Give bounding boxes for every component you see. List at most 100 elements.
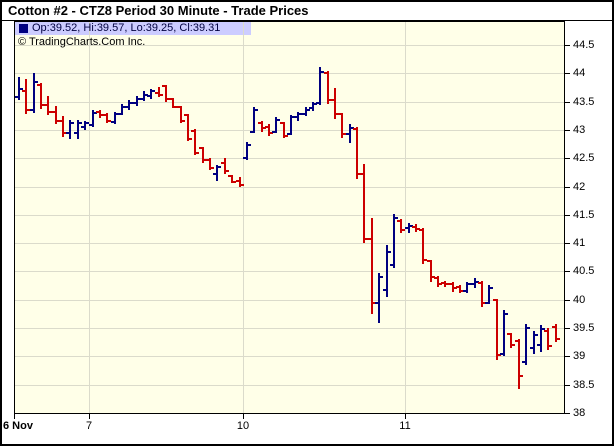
ohlc-bar-stick — [158, 87, 160, 97]
ohlc-bar-stick — [290, 115, 292, 135]
h-gridline — [15, 187, 564, 188]
ohlc-close-tick — [182, 120, 185, 122]
y-axis-tick — [565, 300, 570, 301]
ohlc-open-tick — [346, 133, 349, 135]
ohlc-open-tick — [15, 96, 18, 98]
ohlc-close-tick — [123, 106, 126, 108]
ohlc-bar-stick — [114, 112, 116, 124]
x-axis-tick — [243, 414, 244, 419]
ohlc-bar-stick — [319, 67, 321, 105]
ohlc-close-tick — [218, 166, 221, 168]
ohlc-bar-stick — [62, 116, 64, 137]
h-gridline — [15, 271, 564, 272]
y-axis-tick — [565, 385, 570, 386]
ohlc-bar-stick — [47, 96, 49, 115]
ohlc-close-tick — [160, 94, 163, 96]
ohlc-open-tick — [191, 130, 194, 132]
ohlc-bar-stick — [444, 281, 446, 287]
ohlc-open-tick — [552, 326, 555, 328]
ohlc-close-tick — [35, 81, 38, 83]
ohlc-open-tick — [324, 72, 327, 74]
ohlc-open-tick — [463, 290, 466, 292]
ohlc-open-tick — [265, 126, 268, 128]
ohlc-bar-stick — [231, 175, 233, 183]
ohlc-bar-stick — [305, 107, 307, 116]
y-axis-tick — [565, 102, 570, 103]
day-gridline — [405, 22, 406, 413]
ohlc-open-tick — [228, 175, 231, 177]
ohlc-bar-stick — [341, 113, 343, 138]
ohlc-open-tick — [44, 104, 47, 106]
ohlc-bar-stick — [312, 102, 314, 111]
ohlc-bar-stick — [327, 71, 329, 104]
ohlc-open-tick — [478, 282, 481, 284]
ohlc-open-tick — [169, 98, 172, 100]
y-axis-label: 38 — [573, 407, 586, 419]
ohlc-bar-stick — [143, 91, 145, 101]
ohlc-bar-stick — [297, 112, 299, 121]
y-axis-label: 43.5 — [573, 96, 595, 108]
ohlc-open-tick — [419, 229, 422, 231]
legend-highlight: Op:39.52, Hi:39.57, Lo:39.25, Cl:39.31 — [15, 22, 251, 35]
ohlc-close-tick — [174, 106, 177, 108]
ohlc-bar-stick — [371, 218, 373, 314]
page-title: Cotton #2 - CTZ8 Period 30 Minute - Trad… — [8, 3, 309, 18]
ohlc-open-tick — [471, 283, 474, 285]
ohlc-close-tick — [461, 290, 464, 292]
ohlc-close-tick — [351, 127, 354, 129]
ohlc-close-tick — [211, 167, 214, 169]
ohlc-close-tick — [329, 99, 332, 101]
ohlc-open-tick — [302, 113, 305, 115]
ohlc-open-tick — [103, 114, 106, 116]
ohlc-close-tick — [64, 132, 67, 134]
ohlc-bar-stick — [540, 325, 542, 352]
ohlc-open-tick — [338, 113, 341, 115]
ohlc-close-tick — [454, 287, 457, 289]
ohlc-open-tick — [412, 226, 415, 228]
ohlc-close-tick — [557, 338, 560, 340]
day-gridline — [243, 22, 244, 413]
ohlc-bar-stick — [400, 219, 402, 233]
ohlc-bar-stick — [525, 324, 527, 365]
ohlc-open-tick — [236, 180, 239, 182]
h-gridline — [15, 130, 564, 131]
ohlc-bar-stick — [77, 120, 79, 139]
ohlc-open-tick — [272, 131, 275, 133]
ohlc-open-tick — [507, 333, 510, 335]
x-axis-label: 11 — [399, 420, 411, 432]
y-axis-tick — [565, 243, 570, 244]
h-gridline — [15, 102, 564, 103]
ohlc-open-tick — [221, 162, 224, 164]
ohlc-bar-stick — [422, 228, 424, 264]
ohlc-bar-stick — [488, 285, 490, 304]
y-axis-label: 38.5 — [573, 379, 595, 391]
ohlc-close-tick — [233, 181, 236, 183]
h-gridline — [15, 158, 564, 159]
ohlc-bar-stick — [224, 158, 226, 174]
ohlc-bar-stick — [92, 110, 94, 127]
ohlc-bar-stick — [209, 158, 211, 170]
ohlc-bar-stick — [393, 214, 395, 268]
ohlc-close-tick — [432, 276, 435, 278]
ohlc-close-tick — [116, 113, 119, 115]
ohlc-bar-stick — [415, 224, 417, 232]
ohlc-bar-stick — [555, 324, 557, 342]
ohlc-close-tick — [314, 103, 317, 105]
y-axis-tick — [565, 215, 570, 216]
ohlc-close-tick — [57, 120, 60, 122]
ohlc-open-tick — [456, 286, 459, 288]
ohlc-open-tick — [530, 347, 533, 349]
ohlc-close-tick — [439, 283, 442, 285]
ohlc-bar-stick — [216, 165, 218, 181]
ohlc-close-tick — [189, 138, 192, 140]
ohlc-open-tick — [441, 282, 444, 284]
ohlc-close-tick — [138, 98, 141, 100]
ohlc-open-tick — [515, 340, 518, 342]
y-axis-label: 44 — [573, 67, 586, 79]
h-gridline — [15, 300, 564, 301]
ohlc-open-tick — [74, 132, 77, 134]
ohlc-close-tick — [204, 159, 207, 161]
ohlc-close-tick — [167, 98, 170, 100]
ohlc-close-tick — [402, 229, 405, 231]
ohlc-close-tick — [94, 112, 97, 114]
